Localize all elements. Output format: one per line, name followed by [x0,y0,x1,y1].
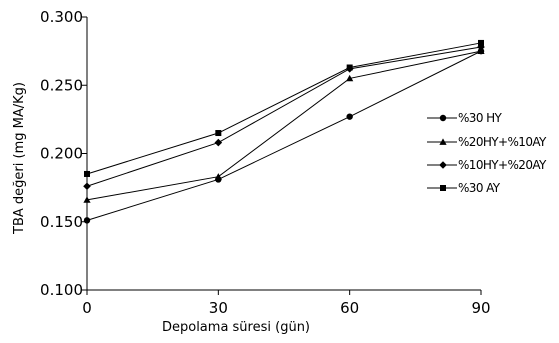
data-point-triangle [346,74,354,82]
legend-marker-circle [439,114,447,122]
series-3 [83,43,485,191]
data-point-diamond [83,182,91,191]
x-tick-label: 0 [82,299,92,317]
legend-label: %30 AY [458,181,501,195]
series-line [86,50,482,201]
x-tick-label: 30 [209,299,228,317]
data-point-square [346,64,353,71]
legend-item: %30 HY [427,111,503,125]
y-tick-label: 0.100 [40,281,83,299]
y-ticks: 0.100 0.150 0.200 0.250 0.300 [40,8,87,299]
data-point-diamond [214,138,223,147]
legend-marker-square [440,185,446,191]
x-tick-label: 90 [471,299,490,317]
data-point-square [478,39,484,46]
series-line [86,46,482,187]
data-point-circle [83,217,91,224]
legend-marker-diamond [439,161,447,169]
series-1 [83,47,485,224]
data-point-square [84,170,90,177]
legend-label: %10HY+%20AY [458,158,547,172]
data-point-square [215,130,222,137]
legend-label: %20HY+%10AY [458,135,547,149]
legend-item: %10HY+%20AY [427,158,548,172]
series-group [83,39,485,224]
series-line [86,50,482,221]
series-line [86,42,482,175]
x-ticks: 0 30 60 90 [82,290,491,317]
legend-item: %20HY+%10AY [427,135,548,149]
x-tick-label: 60 [340,299,359,317]
data-point-triangle [214,173,222,180]
y-tick-label: 0.150 [40,213,83,231]
y-tick-label: 0.300 [40,8,83,26]
data-point-triangle [83,196,91,203]
series-4 [84,39,484,177]
legend-item: %30 AY [427,181,501,195]
series-2 [83,47,485,203]
x-axis-title: Depolama süresi (gün) [162,320,310,335]
y-tick-label: 0.200 [40,145,83,163]
data-point-circle [346,113,353,120]
y-tick-label: 0.250 [40,76,83,94]
legend-label: %30 HY [458,111,503,125]
y-axis-title: TBA değeri (mg MA/Kg) [12,82,27,235]
legend: %30 HY %20HY+%10AY %10HY+%20AY %30 AY [427,111,548,195]
legend-marker-triangle [439,138,447,145]
